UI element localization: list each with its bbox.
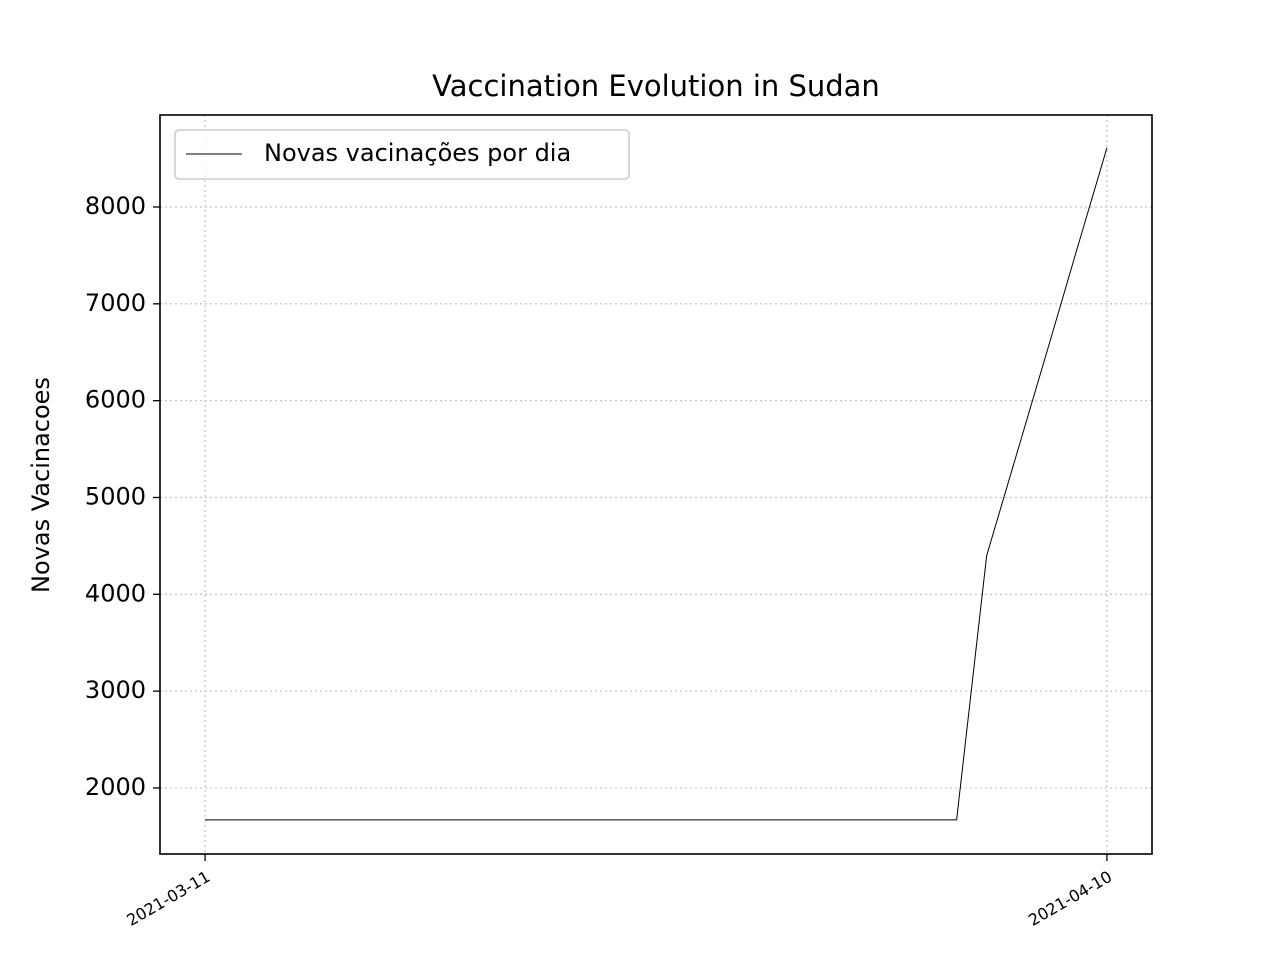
chart-title: Vaccination Evolution in Sudan (432, 69, 880, 103)
y-tick-label: 3000 (85, 676, 146, 704)
plot-frame (159, 114, 1153, 855)
legend-label: Novas vacinações por dia (264, 139, 571, 167)
y-tick-label: 5000 (85, 482, 146, 510)
y-axis-label: Novas Vacinacoes (27, 377, 55, 593)
legend-box (174, 129, 630, 180)
y-tick-label: 7000 (85, 289, 146, 317)
legend: Novas vacinações por dia (174, 129, 630, 180)
line-series (205, 147, 1108, 821)
y-tick-label: 2000 (85, 773, 146, 801)
y-tick-label: 8000 (85, 192, 146, 220)
y-tick-label: 6000 (85, 386, 146, 414)
y-tick-label: 4000 (85, 579, 146, 607)
